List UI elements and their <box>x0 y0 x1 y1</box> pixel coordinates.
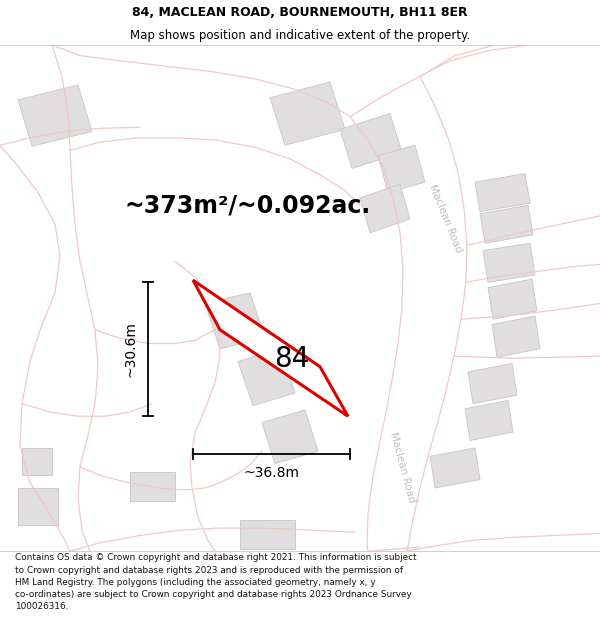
Polygon shape <box>18 85 92 146</box>
Polygon shape <box>18 488 58 525</box>
Polygon shape <box>340 114 402 168</box>
Polygon shape <box>238 349 295 406</box>
Text: ~36.8m: ~36.8m <box>244 466 299 480</box>
Text: Maclean Road: Maclean Road <box>427 184 463 254</box>
Polygon shape <box>492 316 540 357</box>
Polygon shape <box>360 184 410 232</box>
Polygon shape <box>240 519 295 549</box>
Text: Maclean Road: Maclean Road <box>388 431 416 503</box>
Polygon shape <box>205 293 265 349</box>
Text: Map shows position and indicative extent of the property.: Map shows position and indicative extent… <box>130 29 470 42</box>
Polygon shape <box>480 205 533 243</box>
Polygon shape <box>475 174 530 212</box>
Text: 84: 84 <box>275 345 310 372</box>
Polygon shape <box>378 145 425 192</box>
Polygon shape <box>468 364 517 404</box>
Polygon shape <box>193 280 348 416</box>
Text: ~373m²/~0.092ac.: ~373m²/~0.092ac. <box>125 193 371 218</box>
Polygon shape <box>262 410 318 464</box>
Polygon shape <box>22 448 52 475</box>
Polygon shape <box>270 82 345 145</box>
Text: ~30.6m: ~30.6m <box>123 321 137 378</box>
Polygon shape <box>483 243 535 282</box>
Polygon shape <box>488 279 537 319</box>
Polygon shape <box>465 401 513 441</box>
Text: Contains OS data © Crown copyright and database right 2021. This information is : Contains OS data © Crown copyright and d… <box>15 554 416 611</box>
Polygon shape <box>430 448 480 488</box>
Polygon shape <box>130 472 175 501</box>
Text: 84, MACLEAN ROAD, BOURNEMOUTH, BH11 8ER: 84, MACLEAN ROAD, BOURNEMOUTH, BH11 8ER <box>132 6 468 19</box>
